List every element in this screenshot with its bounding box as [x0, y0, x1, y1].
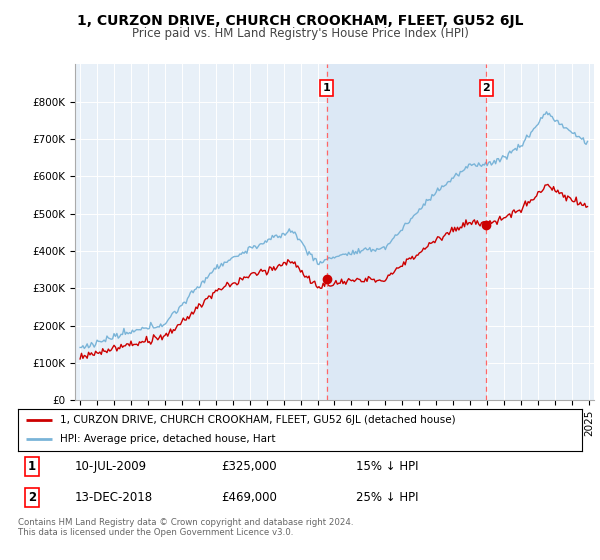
Bar: [326, 64, 487, 400]
Text: 1: 1: [28, 460, 36, 473]
Text: £325,000: £325,000: [221, 460, 277, 473]
Text: 1, CURZON DRIVE, CHURCH CROOKHAM, FLEET, GU52 6JL: 1, CURZON DRIVE, CHURCH CROOKHAM, FLEET,…: [77, 14, 523, 28]
Text: 10-JUL-2009: 10-JUL-2009: [74, 460, 146, 473]
Text: 25% ↓ HPI: 25% ↓ HPI: [356, 491, 419, 504]
Text: 2: 2: [28, 491, 36, 504]
Text: 15% ↓ HPI: 15% ↓ HPI: [356, 460, 419, 473]
Text: 1, CURZON DRIVE, CHURCH CROOKHAM, FLEET, GU52 6JL (detached house): 1, CURZON DRIVE, CHURCH CROOKHAM, FLEET,…: [60, 415, 456, 425]
Text: 1: 1: [323, 83, 331, 93]
Text: HPI: Average price, detached house, Hart: HPI: Average price, detached house, Hart: [60, 434, 276, 444]
Text: 2: 2: [482, 83, 490, 93]
Text: £469,000: £469,000: [221, 491, 277, 504]
Text: Price paid vs. HM Land Registry's House Price Index (HPI): Price paid vs. HM Land Registry's House …: [131, 27, 469, 40]
Text: 13-DEC-2018: 13-DEC-2018: [74, 491, 152, 504]
Text: Contains HM Land Registry data © Crown copyright and database right 2024.
This d: Contains HM Land Registry data © Crown c…: [18, 518, 353, 538]
